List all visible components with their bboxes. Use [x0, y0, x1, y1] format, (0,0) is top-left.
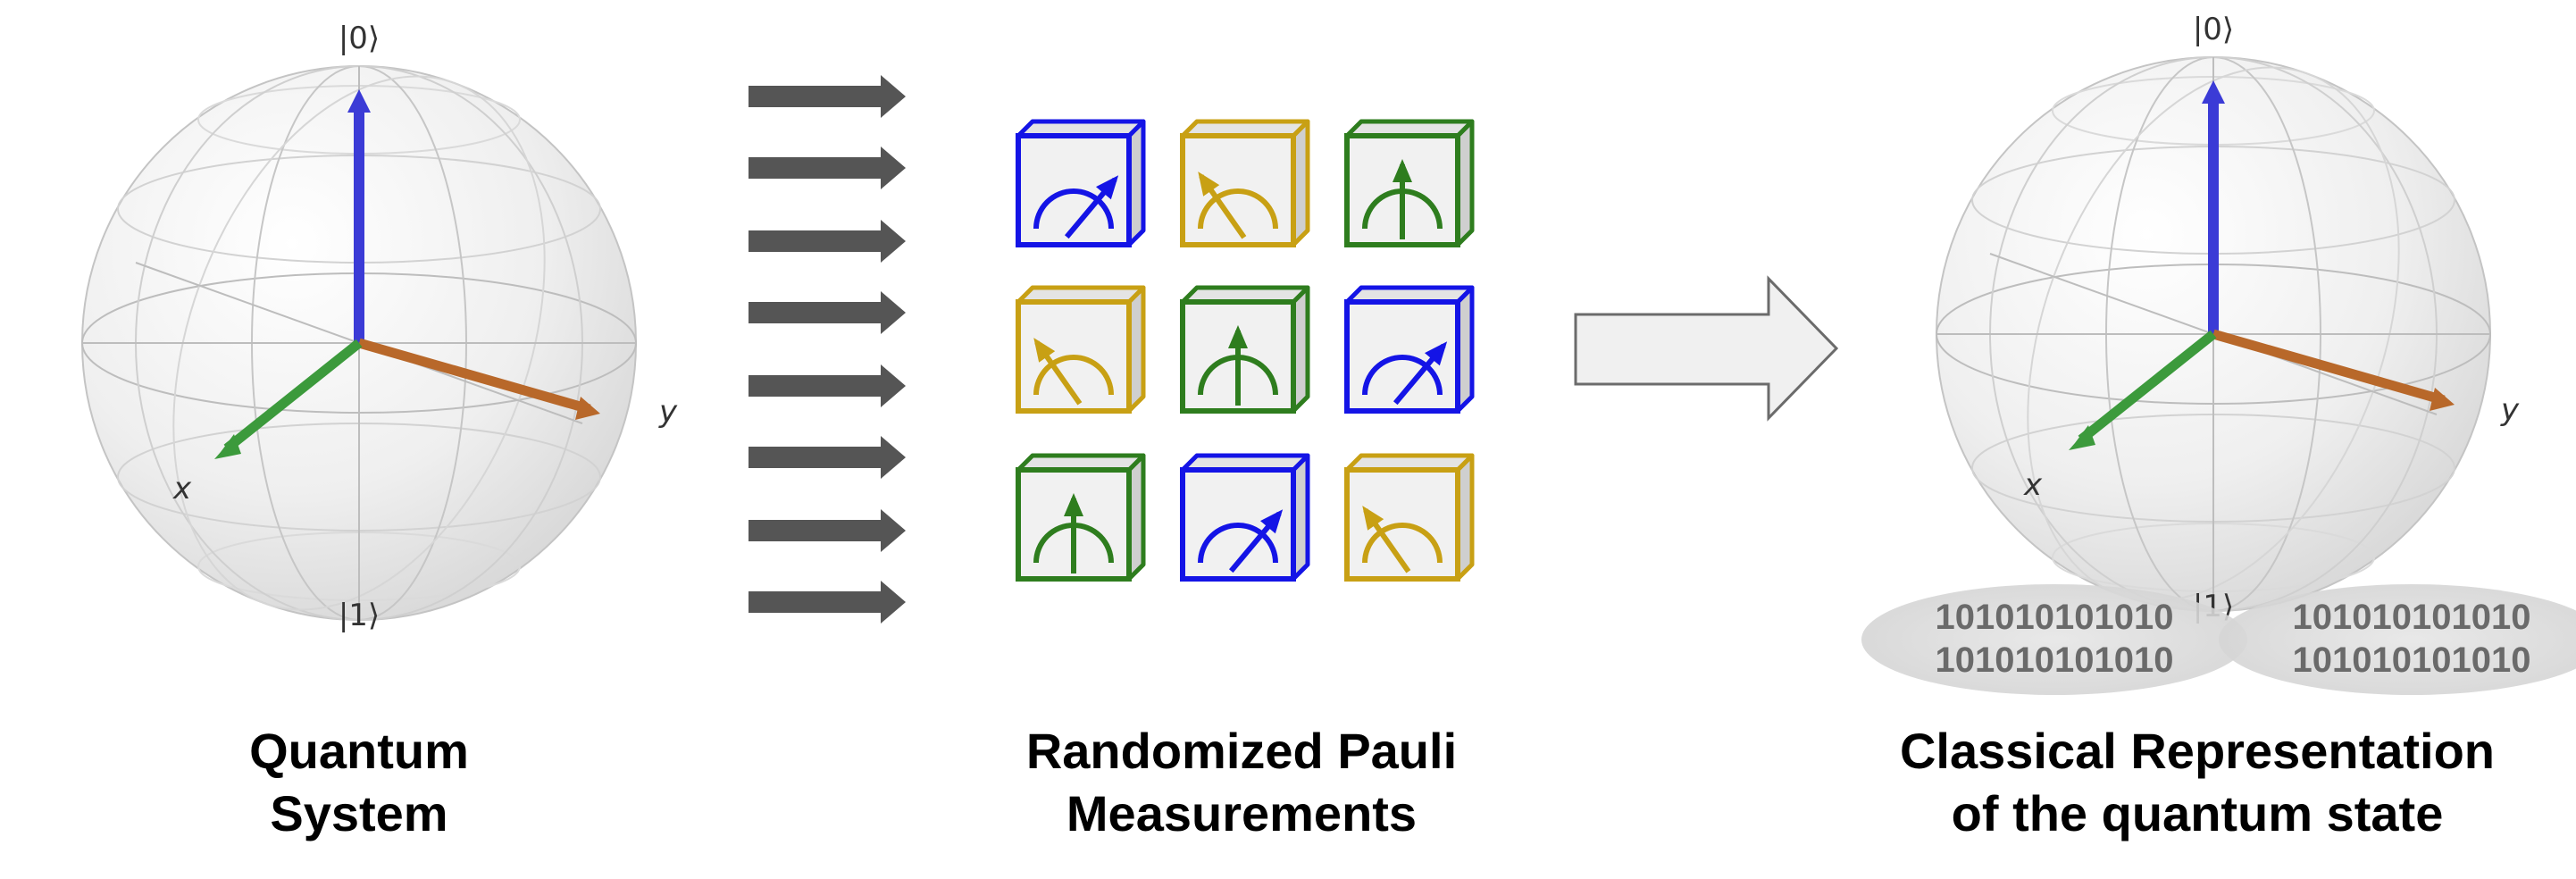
bitstring: 101010101010	[1936, 640, 2174, 680]
ket-zero-label: |0⟩	[339, 21, 380, 56]
snapshot-ellipse-left	[1861, 584, 2247, 695]
caption-line: of the quantum state	[1951, 785, 2444, 841]
bitstring: 101010101010	[1936, 598, 2174, 637]
bitstring: 101010101010	[2293, 598, 2531, 637]
stream-arrow	[749, 75, 906, 118]
caption-quantum-system: Quantum System	[136, 720, 582, 845]
pauli-meter-gold	[1180, 119, 1310, 247]
bitstring: 101010101010	[2293, 640, 2531, 680]
axis-x-label: x	[2023, 467, 2043, 503]
pauli-meter-blue	[1344, 285, 1475, 414]
stream-arrow	[749, 436, 906, 479]
pauli-meter-gold	[1344, 453, 1475, 582]
x-axis-arrowhead	[2069, 425, 2095, 450]
pauli-meter-green	[1344, 119, 1475, 247]
bloch-sphere-left: |0⟩ |1⟩ y x	[81, 21, 678, 633]
big-process-arrow	[1574, 275, 1839, 422]
caption-randomized-pauli: Randomized Pauli Measurements	[929, 720, 1554, 845]
pauli-meter-grid	[1016, 119, 1475, 582]
x-axis-arrowhead	[214, 434, 241, 459]
axis-y-label: y	[658, 394, 678, 430]
x-axis-arrow	[223, 339, 363, 453]
pauli-meter-blue	[1180, 453, 1310, 582]
caption-line: Quantum	[249, 723, 469, 779]
y-axis-arrowhead	[575, 397, 600, 420]
stream-arrow	[749, 146, 906, 189]
y-axis-arrow	[2212, 329, 2446, 406]
pauli-meter-green	[1016, 453, 1146, 582]
y-axis-arrow	[357, 338, 591, 414]
bloch-sphere-right: |0⟩ |1⟩ y x	[1936, 12, 2520, 624]
z-axis-arrowhead	[347, 89, 371, 113]
measurement-stream-arrows	[749, 75, 906, 624]
y-axis-arrowhead	[2430, 388, 2455, 411]
classical-snapshots: 101010101010 101010101010 101010101010 1…	[1861, 584, 2576, 695]
stream-arrow	[749, 291, 906, 334]
stream-arrow	[749, 364, 906, 407]
caption-line: Randomized Pauli	[1025, 723, 1458, 779]
stream-arrow	[749, 509, 906, 552]
caption-line: Classical Representation	[1899, 723, 2496, 779]
caption-line: System	[270, 785, 448, 841]
ket-one-label: |1⟩	[339, 598, 380, 633]
ket-zero-label: |0⟩	[2193, 12, 2234, 47]
pauli-meter-blue	[1016, 119, 1146, 247]
pauli-meter-green	[1180, 285, 1310, 414]
axis-y-label: y	[2500, 392, 2520, 428]
caption-line: Measurements	[1066, 785, 1418, 841]
stream-arrow	[749, 220, 906, 263]
stream-arrow	[749, 581, 906, 624]
caption-classical-representation: Classical Representation of the quantum …	[1858, 720, 2537, 845]
z-axis-arrowhead	[2202, 80, 2225, 104]
x-axis-arrow	[2078, 330, 2217, 444]
pauli-meter-gold	[1016, 285, 1146, 414]
snapshot-ellipse-right	[2219, 584, 2576, 695]
axis-x-label: x	[172, 471, 192, 506]
